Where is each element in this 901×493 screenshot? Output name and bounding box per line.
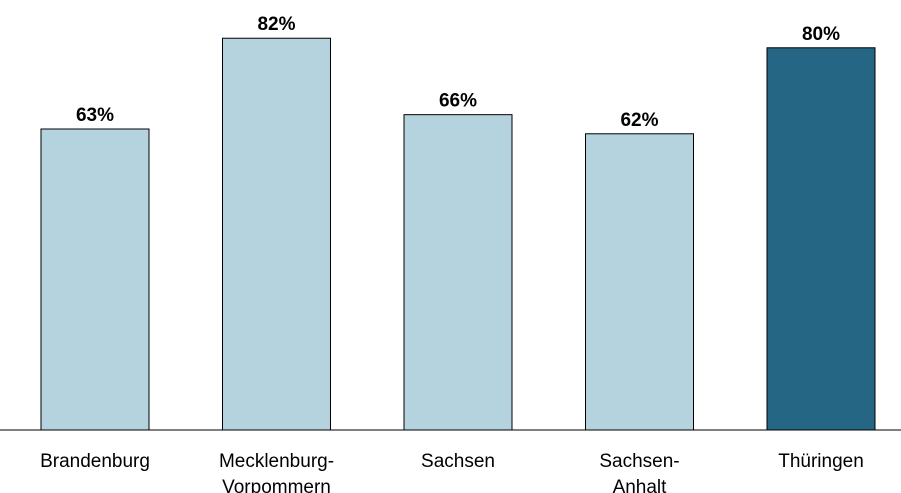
- bar: [222, 37, 331, 431]
- x-tick-label: Thüringen: [778, 451, 864, 472]
- x-tick-label: Mecklenburg-Vorpommern: [219, 451, 334, 493]
- value-label: 66%: [439, 91, 477, 112]
- bar: [40, 128, 150, 431]
- bar: [766, 47, 876, 431]
- value-label: 80%: [802, 24, 840, 45]
- value-label: 82%: [257, 14, 295, 35]
- x-tick-label: Sachsen: [421, 451, 495, 472]
- x-tick-label: Brandenburg: [40, 451, 150, 472]
- bar: [403, 114, 513, 431]
- x-tick-label: Sachsen-Anhalt: [599, 451, 679, 493]
- value-label: 63%: [76, 105, 114, 126]
- bar: [585, 133, 694, 431]
- value-label: 62%: [620, 110, 658, 131]
